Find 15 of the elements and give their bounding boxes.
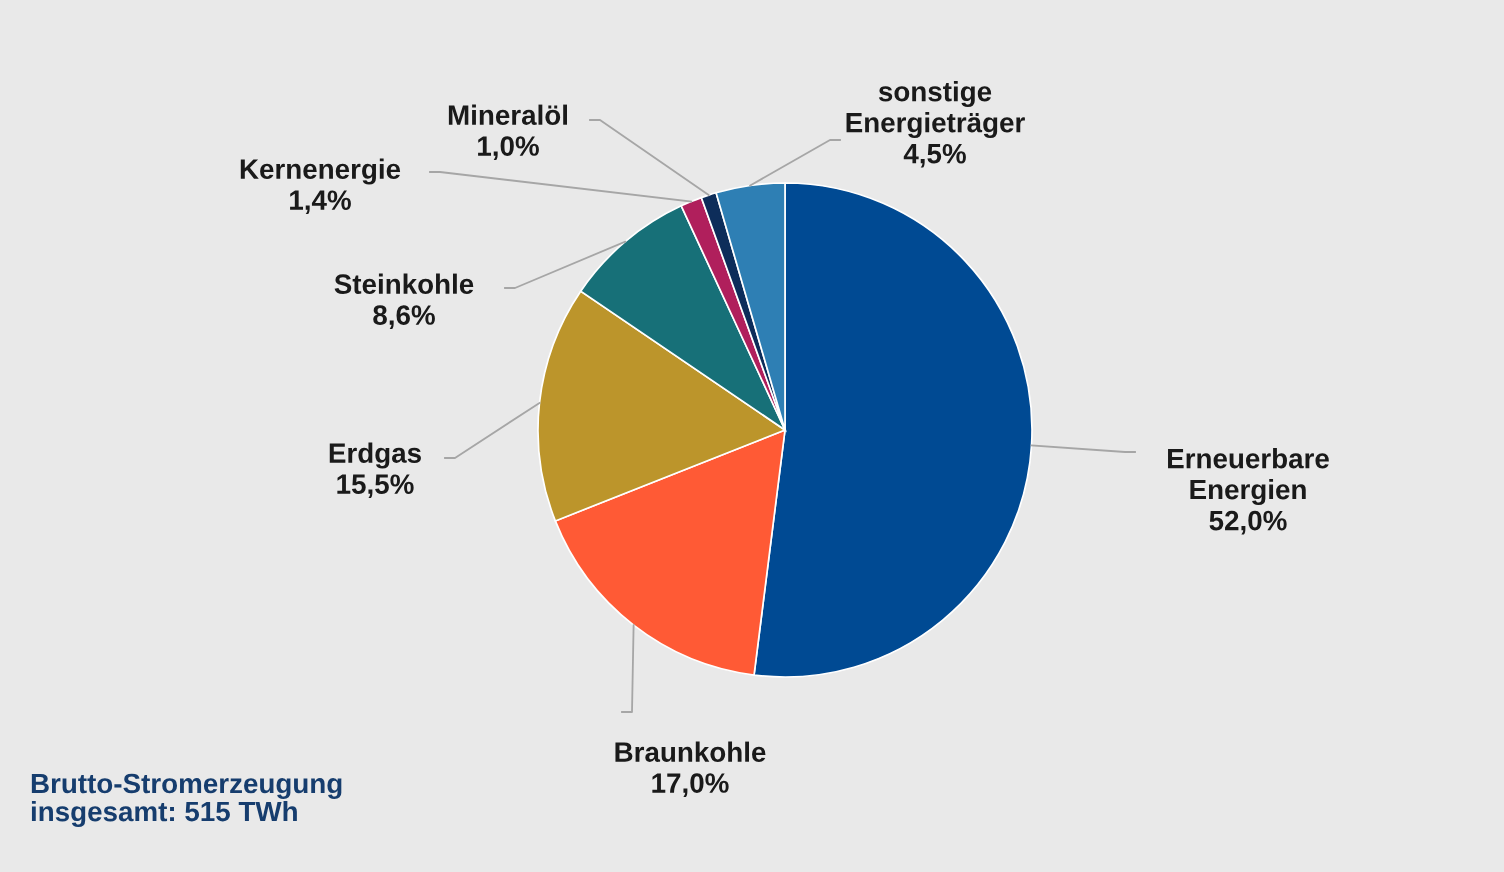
data-label: 1,0% xyxy=(478,136,539,160)
slice-label: Braunkohle xyxy=(615,741,766,762)
data-label: 8,6% xyxy=(373,305,435,329)
slice-label: sonstige Energieträger xyxy=(846,81,1025,139)
slice-label: Mineralöl xyxy=(448,104,567,125)
slice-label: Kernenergie xyxy=(240,158,401,185)
data-label: 17,0% xyxy=(652,773,729,797)
slice-label: Erdgas xyxy=(329,442,421,469)
slice-label: Steinkohle xyxy=(334,273,474,294)
data-label: 4,5% xyxy=(903,143,966,168)
slice-label: Erneuerbare Energien xyxy=(1168,448,1329,506)
text: Brutto-Stromerzeugung insgesamt: 515 TWh xyxy=(31,773,342,827)
data-label: 15,5% xyxy=(337,474,414,499)
data-label: 1,4% xyxy=(290,190,351,215)
data-label: 52,0% xyxy=(1209,510,1287,535)
